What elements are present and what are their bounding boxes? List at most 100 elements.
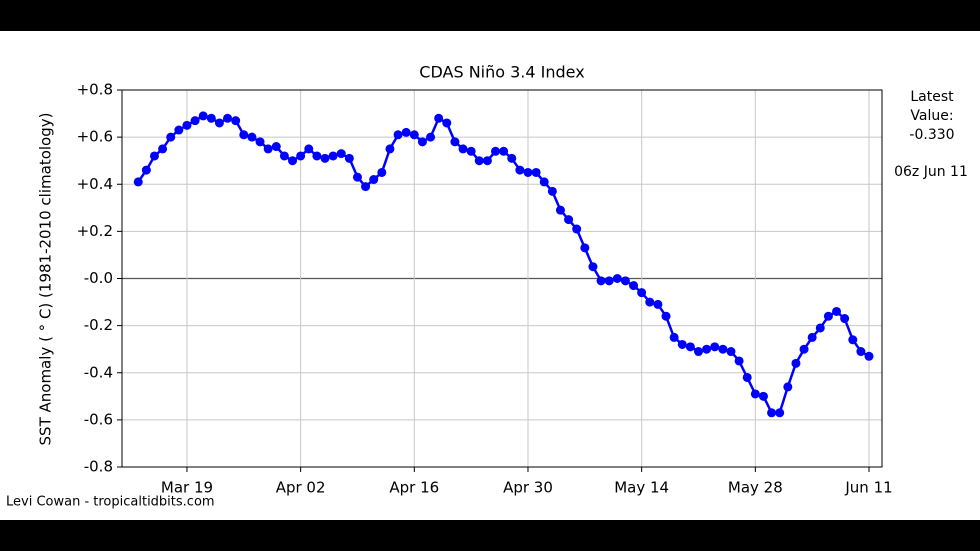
data-point (742, 372, 752, 382)
data-point (417, 137, 427, 147)
data-point (775, 408, 785, 418)
data-point (620, 276, 630, 286)
data-point (758, 391, 768, 401)
data-point (385, 144, 395, 154)
series-line (137, 114, 870, 415)
data-point (474, 156, 484, 166)
data-point (848, 335, 858, 345)
data-point (288, 156, 298, 166)
data-point (426, 132, 436, 142)
data-point (149, 151, 159, 161)
data-point (466, 146, 476, 156)
data-point (645, 297, 655, 307)
data-point (393, 130, 403, 140)
data-point (320, 153, 330, 163)
data-point (312, 151, 322, 161)
data-point (767, 408, 777, 418)
data-point (409, 130, 419, 140)
data-point (255, 137, 265, 147)
y-tick-label: +0.6 (77, 128, 113, 146)
data-point (832, 306, 842, 316)
data-point (141, 165, 151, 175)
data-point (198, 111, 208, 121)
data-point (815, 323, 825, 333)
data-point (726, 347, 736, 357)
data-point (442, 118, 452, 128)
data-point (539, 177, 549, 187)
data-point (239, 130, 249, 140)
data-point (685, 342, 695, 352)
annotation: Value: (910, 108, 953, 124)
data-point (864, 351, 874, 361)
data-point (515, 165, 525, 175)
data-point (247, 132, 257, 142)
data-point (450, 137, 460, 147)
data-point (669, 332, 679, 342)
data-point (710, 342, 720, 352)
data-point (133, 177, 143, 187)
data-point (174, 125, 184, 135)
data-point (223, 113, 233, 123)
data-point (328, 151, 338, 161)
y-tick-label: -0.8 (84, 458, 113, 476)
bottom-bar (0, 520, 980, 551)
data-point (750, 389, 760, 399)
plot-frame (121, 89, 883, 468)
data-point (158, 144, 168, 154)
credit: Levi Cowan - tropicaltidbits.com (6, 495, 215, 510)
data-point (206, 113, 216, 123)
data-point (304, 144, 314, 154)
x-tick-label: Apr 16 (389, 479, 439, 497)
data-point (296, 151, 306, 161)
data-point (596, 276, 606, 286)
data-point (369, 175, 379, 185)
data-point (653, 299, 663, 309)
data-point (840, 314, 850, 324)
data-point (507, 153, 517, 163)
data-point (799, 344, 809, 354)
data-point (352, 172, 362, 182)
y-tick-label: -0.4 (84, 363, 113, 381)
data-point (231, 116, 241, 126)
annotation: -0.330 (909, 127, 954, 143)
x-tick-label: Mar 19 (161, 479, 213, 497)
chart-title: CDAS Niño 3.4 Index (419, 63, 584, 82)
x-tick-label: Apr 30 (503, 479, 553, 497)
data-point (856, 347, 866, 357)
data-point (564, 215, 574, 225)
x-tick-label: May 14 (614, 479, 669, 497)
data-point (734, 356, 744, 366)
data-point (377, 167, 387, 177)
y-axis-label: SST Anomaly ( ° C) (1981-2010 climatolog… (37, 113, 55, 446)
annotation: Latest (910, 89, 954, 105)
data-point (718, 344, 728, 354)
data-point (661, 311, 671, 321)
data-point (783, 382, 793, 392)
data-point (434, 113, 444, 123)
x-tick-label: Jun 11 (844, 479, 892, 497)
data-point (523, 167, 533, 177)
data-point (336, 149, 346, 159)
data-point (604, 276, 614, 286)
y-tick-label: -0.2 (84, 316, 113, 334)
data-point (791, 358, 801, 368)
x-tick-label: Apr 02 (276, 479, 326, 497)
data-point (279, 151, 289, 161)
data-point (190, 116, 200, 126)
data-point (612, 274, 622, 283)
data-point (401, 127, 411, 137)
data-point (361, 182, 371, 192)
data-point (344, 153, 354, 163)
y-tick-label: -0.0 (84, 269, 113, 287)
y-tick-label: -0.6 (84, 410, 113, 428)
data-point (588, 262, 598, 272)
data-point (214, 118, 224, 128)
y-tick-label: +0.8 (77, 81, 113, 99)
data-point (263, 144, 273, 154)
data-point (555, 205, 565, 215)
data-point (572, 224, 582, 234)
data-point (580, 243, 590, 253)
data-point (166, 132, 176, 142)
data-point (807, 332, 817, 342)
